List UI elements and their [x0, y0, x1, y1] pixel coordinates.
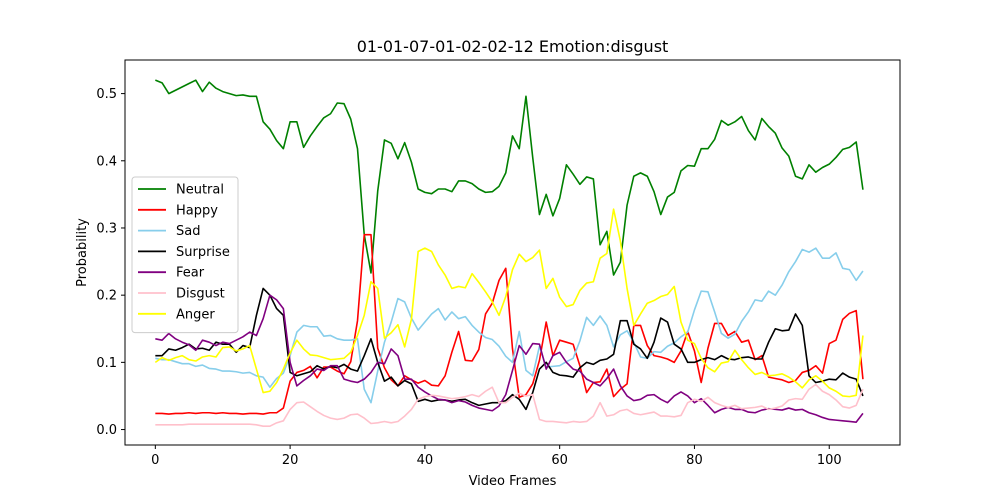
legend-label-anger: Anger — [176, 307, 215, 322]
series-line-sad — [155, 247, 864, 404]
series-line-fear — [155, 294, 864, 423]
x-tick-label: 0 — [151, 453, 159, 468]
legend-label-fear: Fear — [176, 266, 205, 281]
y-tick-label: 0.5 — [96, 87, 117, 102]
legend-label-happy: Happy — [176, 203, 218, 218]
y-axis: 0.0 0.1 0.2 0.3 0.4 0.5 — [96, 87, 125, 438]
series-line-happy — [155, 233, 864, 415]
plot-series-group — [154, 79, 864, 427]
y-tick-label: 0.1 — [96, 356, 117, 371]
y-axis-label: Probability — [75, 218, 90, 287]
series-line-disgust — [155, 383, 864, 427]
series-line-anger — [154, 208, 864, 398]
chart-title: 01-01-07-01-02-02-12 Emotion:disgust — [357, 37, 669, 56]
y-tick-label: 0.4 — [96, 154, 117, 169]
y-tick-label: 0.3 — [96, 221, 117, 236]
x-axis: 0 20 40 60 80 100 — [151, 445, 842, 468]
y-tick-label: 0.2 — [96, 289, 117, 304]
series-line-neutral — [155, 79, 864, 276]
x-axis-label: Video Frames — [469, 474, 557, 489]
x-tick-label: 60 — [551, 453, 568, 468]
x-tick-label: 40 — [417, 453, 434, 468]
legend-label-sad: Sad — [176, 224, 200, 239]
legend-label-disgust: Disgust — [176, 287, 225, 302]
legend-label-surprise: Surprise — [176, 245, 230, 260]
series-line-surprise — [155, 287, 864, 411]
x-tick-label: 80 — [686, 453, 703, 468]
x-tick-label: 100 — [817, 453, 842, 468]
y-tick-label: 0.0 — [96, 423, 117, 438]
x-tick-label: 20 — [282, 453, 299, 468]
legend-label-neutral: Neutral — [176, 183, 224, 198]
chart-legend: Neutral Happy Sad Surprise Fear Disgust Anger — [131, 176, 239, 334]
plot-area-frame — [124, 59, 901, 446]
